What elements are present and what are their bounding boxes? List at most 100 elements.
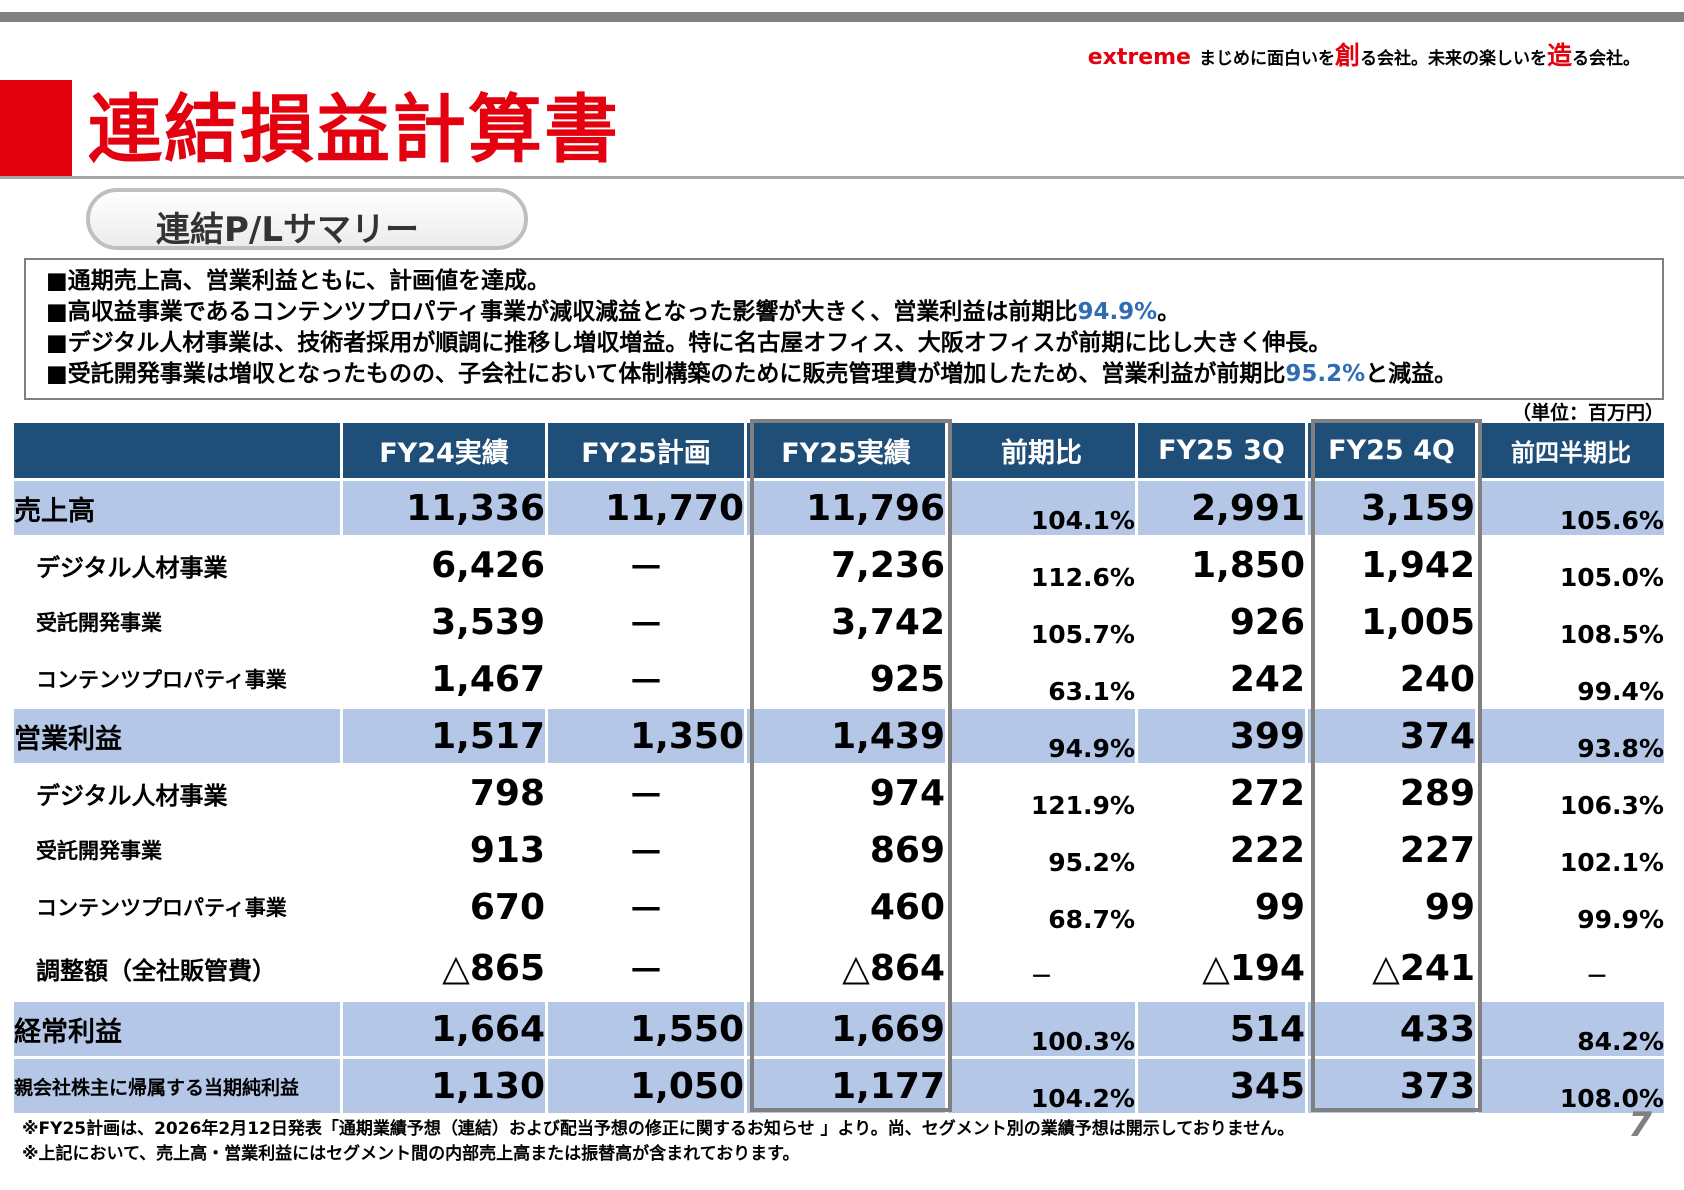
row-label: 親会社株主に帰属する当期純利益	[14, 1059, 343, 1116]
row-label: 営業利益	[14, 709, 343, 766]
table-cell: 460	[747, 880, 948, 937]
brand-logo-text: extreme	[1087, 45, 1191, 70]
table-cell: 11,770	[548, 481, 747, 538]
table-cell: 105.6%	[1478, 481, 1664, 538]
table-row: 受託開発事業 3,539 － 3,742 105.7% 926 1,005 108.5%	[14, 595, 1664, 652]
table-cell: 84.2%	[1478, 1002, 1664, 1059]
footnote: ※上記において、売上高・営業利益にはセグメント間の内部売上高または振替高が含まれ…	[22, 1144, 800, 1164]
table-cell: 68.7%	[948, 880, 1138, 937]
row-label: 売上高	[14, 481, 343, 538]
table-cell: 99	[1138, 880, 1308, 937]
table-cell: 222	[1138, 823, 1308, 880]
table-row: 親会社株主に帰属する当期純利益 1,130 1,050 1,177 104.2% 345 3…	[14, 1059, 1664, 1116]
table-cell: －	[948, 937, 1138, 1002]
table-cell: 1,439	[747, 709, 948, 766]
table-cell: 1,669	[747, 1002, 948, 1059]
page-title: 連結損益計算書	[88, 87, 620, 173]
table-cell: 1,942	[1308, 538, 1478, 595]
table-cell: 227	[1308, 823, 1478, 880]
table-row: 売上高 11,336 11,770 11,796 104.1% 2,991 3,159 105…	[14, 481, 1664, 538]
summary-line: ■高収益事業であるコンテンツプロパティ事業が減収減益となった影響が大きく、営業利…	[46, 297, 1662, 328]
table-cell: 121.9%	[948, 766, 1138, 823]
tagline-kanji-1: 創	[1334, 41, 1360, 70]
header-cell-fy25-actual: FY25実績	[747, 423, 948, 481]
table-cell: 63.1%	[948, 652, 1138, 709]
section-pill: 連結P/Lサマリー	[86, 188, 528, 250]
top-divider-bar	[0, 12, 1684, 22]
table-cell: 11,796	[747, 481, 948, 538]
tagline-part-1: まじめに面白いを	[1198, 49, 1335, 69]
table-cell: 1,467	[343, 652, 548, 709]
table-cell: 2,991	[1138, 481, 1308, 538]
page-number: 7	[1628, 1105, 1652, 1145]
header-cell-yoy: 前期比	[948, 423, 1138, 481]
row-label: コンテンツプロパティ事業	[14, 652, 343, 709]
row-label: デジタル人材事業	[14, 538, 343, 595]
row-label: デジタル人材事業	[14, 766, 343, 823]
summary-text: ■受託開発事業は増収となったものの、子会社において体制構築のために販売管理費が増…	[46, 361, 1286, 387]
pl-summary-table: FY24実績 FY25計画 FY25実績 前期比 FY25 3Q FY25 4Q…	[14, 423, 1664, 1116]
summary-line: ■デジタル人材事業は、技術者採用が順調に推移し増収増益。特に名古屋オフィス、大阪…	[46, 328, 1662, 359]
table-cell: 1,517	[343, 709, 548, 766]
tagline-kanji-2: 造	[1546, 41, 1572, 70]
table-cell: 272	[1138, 766, 1308, 823]
table-cell: 99.9%	[1478, 880, 1664, 937]
table-cell: △241	[1308, 937, 1478, 1002]
table-cell: －	[548, 652, 747, 709]
table-row: コンテンツプロパティ事業 670 － 460 68.7% 99 99 99.9%	[14, 880, 1664, 937]
company-tagline: extreme まじめに面白いを創る会社。未来の楽しいを造る会社。	[1088, 36, 1640, 72]
summary-line: ■通期売上高、営業利益ともに、計画値を達成。	[46, 266, 1662, 297]
section-subtitle: 連結P/Lサマリー	[156, 210, 420, 250]
table-cell: 433	[1308, 1002, 1478, 1059]
table-cell: 925	[747, 652, 948, 709]
table-cell: 105.0%	[1478, 538, 1664, 595]
table-cell: 1,664	[343, 1002, 548, 1059]
table-cell: 670	[343, 880, 548, 937]
table-cell: －	[548, 538, 747, 595]
table-cell: －	[548, 880, 747, 937]
table-cell: 94.9%	[948, 709, 1138, 766]
table-cell: 95.2%	[948, 823, 1138, 880]
summary-suffix: 。	[1157, 299, 1181, 325]
table-cell: －	[548, 937, 747, 1002]
table-cell: 1,130	[343, 1059, 548, 1116]
table-cell: 11,336	[343, 481, 548, 538]
summary-box: ■通期売上高、営業利益ともに、計画値を達成。 ■高収益事業であるコンテンツプロパ…	[24, 258, 1664, 400]
table-cell: 798	[343, 766, 548, 823]
table-row: デジタル人材事業 6,426 － 7,236 112.6% 1,850 1,942 105.0…	[14, 538, 1664, 595]
table-cell: 93.8%	[1478, 709, 1664, 766]
table-cell: 100.3%	[948, 1002, 1138, 1059]
table-cell: 1,550	[548, 1002, 747, 1059]
summary-text: ■高収益事業であるコンテンツプロパティ事業が減収減益となった影響が大きく、営業利…	[46, 299, 1078, 325]
table-cell: 514	[1138, 1002, 1308, 1059]
table-row: 調整額（全社販管費） △865 － △864 － △194 △241 －	[14, 937, 1664, 1002]
table-cell: 3,742	[747, 595, 948, 652]
table-cell: 7,236	[747, 538, 948, 595]
table-cell: 242	[1138, 652, 1308, 709]
table-cell: 1,850	[1138, 538, 1308, 595]
table-cell: △864	[747, 937, 948, 1002]
header-cell-fy25-plan: FY25計画	[548, 423, 747, 481]
table-row: デジタル人材事業 798 － 974 121.9% 272 289 106.3%	[14, 766, 1664, 823]
table-cell: 6,426	[343, 538, 548, 595]
footnotes: ※FY25計画は、2026年2月12日発表「通期業績予想（連結）および配当予想の…	[22, 1117, 1294, 1167]
table-cell: 374	[1308, 709, 1478, 766]
header-cell-qoq: 前四半期比	[1478, 423, 1664, 481]
table-cell: －	[1478, 937, 1664, 1002]
row-label: 経常利益	[14, 1002, 343, 1059]
table-cell: 106.3%	[1478, 766, 1664, 823]
table-cell: 3,159	[1308, 481, 1478, 538]
header-cell-fy24-actual: FY24実績	[343, 423, 548, 481]
title-accent-block	[0, 80, 72, 176]
summary-text: ■デジタル人材事業は、技術者採用が順調に推移し増収増益。特に名古屋オフィス、大阪…	[46, 330, 1332, 356]
table-row: 受託開発事業 913 － 869 95.2% 222 227 102.1%	[14, 823, 1664, 880]
table-cell: △194	[1138, 937, 1308, 1002]
table-cell: 102.1%	[1478, 823, 1664, 880]
table-cell: △865	[343, 937, 548, 1002]
header-cell-fy25-4q: FY25 4Q	[1308, 423, 1478, 481]
table-cell: 112.6%	[948, 538, 1138, 595]
table-row: コンテンツプロパティ事業 1,467 － 925 63.1% 242 240 99.4%	[14, 652, 1664, 709]
summary-highlight-value: 95.2%	[1285, 361, 1366, 387]
summary-text: ■通期売上高、営業利益ともに、計画値を達成。	[46, 268, 551, 294]
table-cell: 104.2%	[948, 1059, 1138, 1116]
